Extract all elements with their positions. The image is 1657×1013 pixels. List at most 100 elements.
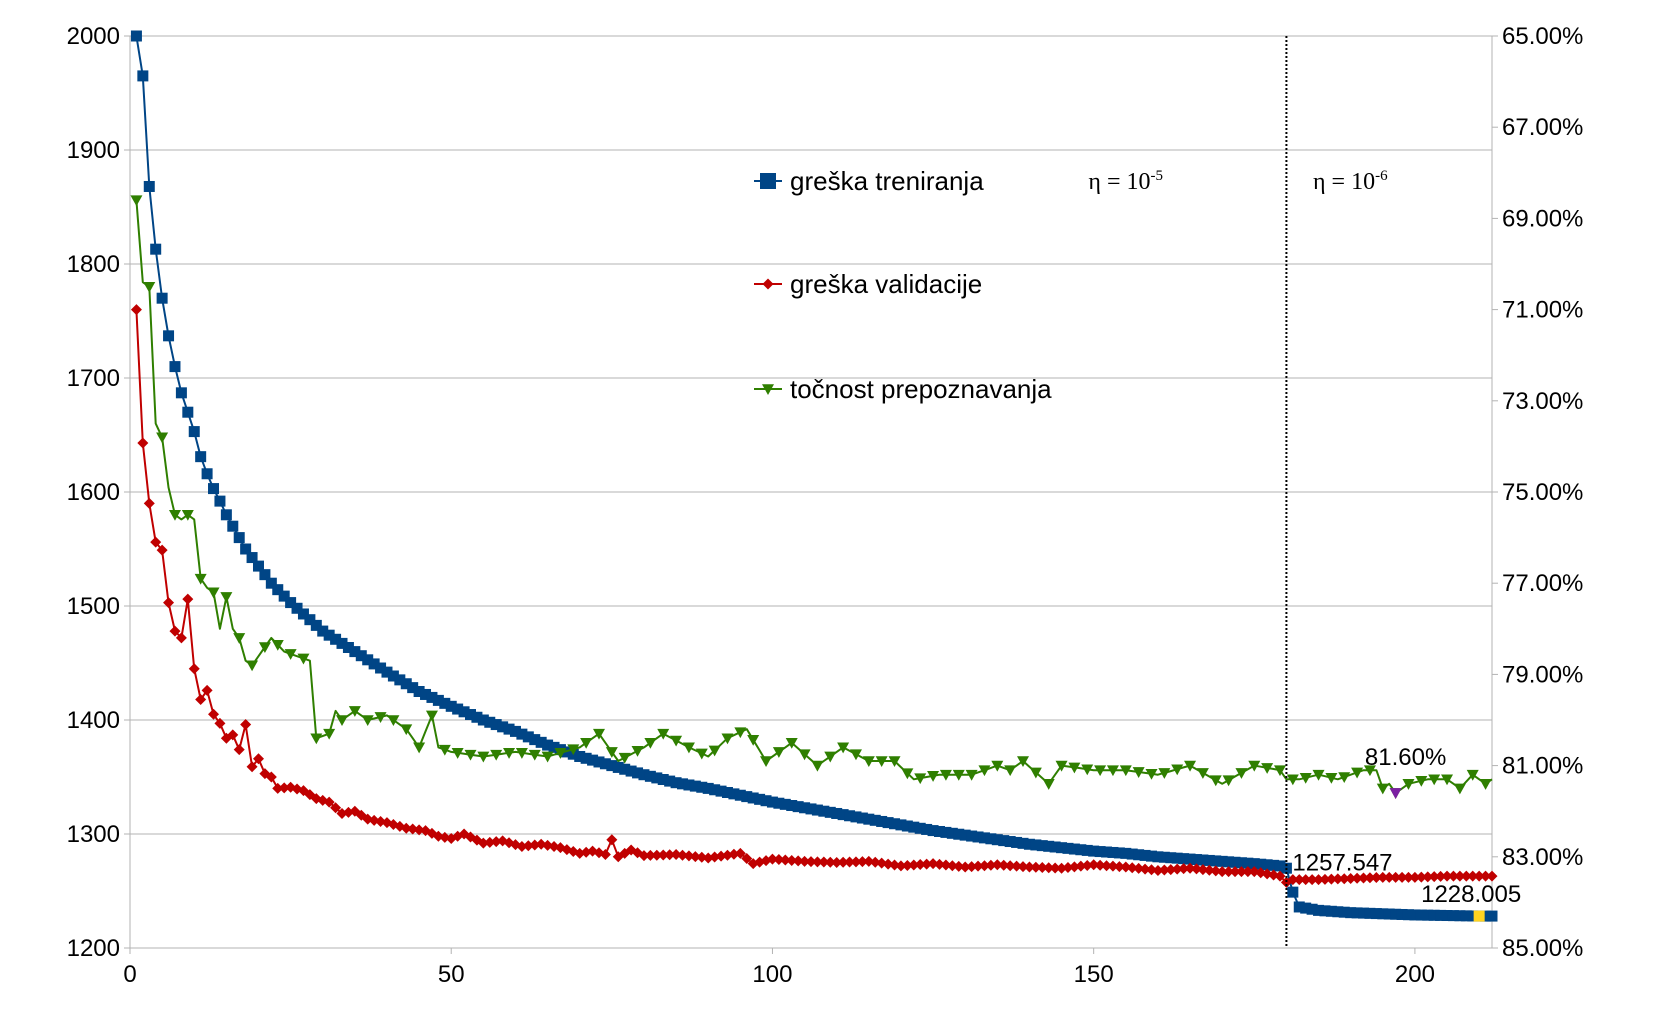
data-point xyxy=(709,784,721,796)
data-point xyxy=(330,633,342,645)
data-point xyxy=(914,773,927,785)
data-point xyxy=(1351,872,1363,884)
data-point xyxy=(1126,862,1138,874)
data-point xyxy=(1068,861,1080,873)
data-point xyxy=(1358,907,1370,919)
data-point xyxy=(644,770,656,782)
data-point xyxy=(1126,848,1138,860)
data-point xyxy=(1345,872,1357,884)
data-point xyxy=(227,520,239,532)
data-point xyxy=(1184,862,1196,874)
data-point xyxy=(394,674,406,686)
data-point xyxy=(779,854,791,866)
data-point xyxy=(1467,910,1479,922)
data-point xyxy=(869,856,881,868)
data-point xyxy=(1017,837,1029,849)
data-point xyxy=(1210,855,1222,867)
data-point xyxy=(632,767,644,779)
data-point xyxy=(901,768,914,780)
data-point xyxy=(772,747,785,758)
data-point xyxy=(940,826,952,838)
data-point xyxy=(175,387,187,399)
y-axis-left: 1200 1300 1400 1500 1600 1700 1800 1900 2000 xyxy=(67,23,130,962)
data-point xyxy=(805,803,817,815)
data-point xyxy=(1363,765,1376,777)
data-point xyxy=(715,850,727,862)
data-point xyxy=(1049,862,1061,874)
data-point xyxy=(1146,864,1157,876)
data-point xyxy=(1306,874,1318,886)
data-point xyxy=(682,742,695,754)
data-point xyxy=(130,30,142,42)
data-point xyxy=(1196,768,1209,779)
data-point xyxy=(233,633,246,644)
data-point xyxy=(1023,838,1035,850)
data-point xyxy=(400,724,413,736)
data-point xyxy=(375,662,387,674)
data-point xyxy=(1480,870,1492,882)
data-point xyxy=(1145,769,1158,780)
data-point xyxy=(927,825,939,837)
data-point xyxy=(850,856,862,868)
data-point xyxy=(432,694,444,706)
data-point xyxy=(452,703,464,715)
data-point xyxy=(182,406,194,418)
data-point xyxy=(1312,769,1325,781)
data-point xyxy=(349,646,361,658)
data-point xyxy=(1377,871,1389,883)
data-point xyxy=(638,850,650,862)
data-point xyxy=(734,789,746,801)
data-point xyxy=(1197,864,1209,876)
legend-swatch-marker xyxy=(762,384,774,395)
data-point xyxy=(522,731,534,743)
data-point xyxy=(683,850,695,862)
data-point xyxy=(965,769,978,781)
data-point xyxy=(1004,836,1016,848)
data-point xyxy=(651,849,663,861)
data-point xyxy=(991,760,1004,772)
data-point xyxy=(709,851,721,863)
data-point xyxy=(1081,764,1094,776)
x-tick-label: 50 xyxy=(438,961,465,988)
data-point xyxy=(503,748,516,759)
data-point xyxy=(233,532,245,544)
y-right-tick-label: 71.00% xyxy=(1502,297,1583,324)
data-point xyxy=(227,729,239,741)
data-point xyxy=(773,797,785,809)
data-point xyxy=(677,778,689,790)
highlight-point xyxy=(1473,910,1485,922)
data-point xyxy=(863,855,875,867)
data-point xyxy=(1480,910,1492,922)
data-point xyxy=(766,853,778,865)
data-point xyxy=(1415,871,1427,883)
data-point xyxy=(972,831,984,843)
data-point xyxy=(1422,871,1434,883)
data-point xyxy=(1133,849,1145,861)
data-point xyxy=(940,859,952,871)
series-greška-validacije xyxy=(130,304,1498,888)
data-point xyxy=(168,510,181,521)
data-point xyxy=(875,756,888,768)
data-point xyxy=(1248,858,1260,870)
eta-right-label: η = 10-6 xyxy=(1313,168,1388,195)
data-point xyxy=(252,560,264,572)
data-point xyxy=(1402,909,1414,921)
data-point xyxy=(1209,775,1222,787)
data-point xyxy=(143,497,155,509)
data-point xyxy=(1107,860,1119,872)
data-point xyxy=(451,748,464,759)
data-point xyxy=(310,733,323,745)
data-point xyxy=(1190,854,1202,866)
data-point xyxy=(811,760,824,772)
data-point xyxy=(849,749,862,761)
data-point xyxy=(837,809,849,821)
data-point xyxy=(194,573,207,585)
data-point xyxy=(1364,907,1376,919)
data-point xyxy=(368,658,380,670)
data-point xyxy=(978,765,991,777)
data-point xyxy=(445,700,457,712)
data-point xyxy=(702,852,714,864)
data-point xyxy=(1428,909,1440,921)
data-point xyxy=(786,854,798,866)
data-point xyxy=(1203,864,1215,876)
